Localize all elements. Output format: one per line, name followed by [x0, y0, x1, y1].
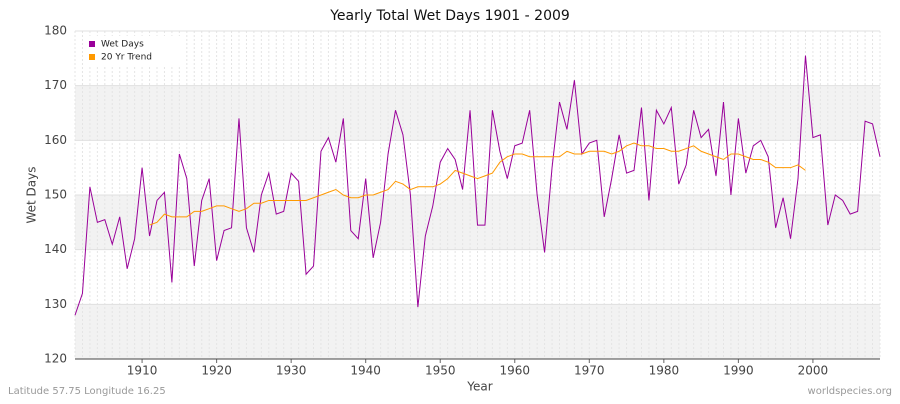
footer-left: Latitude 57.75 Longitude 16.25 [8, 386, 166, 397]
y-tick-label: 170 [44, 78, 67, 92]
x-tick-label: 1920 [201, 364, 232, 378]
legend-label: 20 Yr Trend [101, 53, 152, 63]
y-tick-label: 180 [44, 24, 67, 38]
y-tick-label: 160 [44, 133, 67, 147]
series-line [74, 55, 881, 316]
x-tick-label: 1960 [499, 364, 530, 378]
y-axis-label: Wet Days [25, 166, 39, 223]
y-tick-label: 140 [44, 242, 67, 256]
chart-title: Yearly Total Wet Days 1901 - 2009 [329, 8, 570, 24]
y-tick-label: 150 [44, 188, 67, 202]
x-tick-label: 1950 [425, 364, 456, 378]
x-tick-label: 1980 [649, 364, 680, 378]
legend-box [83, 36, 183, 66]
x-tick-label: 1930 [276, 364, 307, 378]
x-tick-label: 1940 [350, 364, 381, 378]
x-tick-label: 1970 [574, 364, 605, 378]
x-tick-label: 1990 [723, 364, 754, 378]
x-tick-label: 2000 [798, 364, 829, 378]
legend-label: Wet Days [101, 40, 144, 50]
x-tick-label: 1910 [127, 364, 158, 378]
x-axis-label: Year [466, 380, 492, 394]
legend-swatch [89, 41, 95, 47]
legend-swatch [89, 54, 95, 60]
series-line [149, 142, 806, 226]
y-tick-label: 120 [44, 352, 67, 366]
footer-right: worldspecies.org [808, 386, 892, 397]
y-tick-label: 130 [44, 297, 67, 311]
